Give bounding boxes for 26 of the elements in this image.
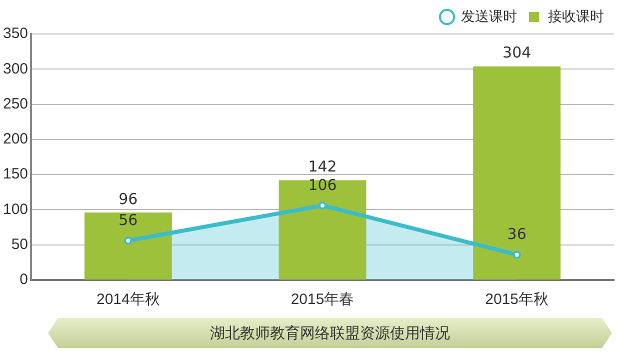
y-tick-label: 250 [2, 95, 28, 112]
legend-label: 接收课时 [548, 8, 604, 24]
y-tick-label: 100 [2, 200, 28, 218]
bar [278, 180, 366, 280]
y-tick-label: 350 [2, 25, 28, 42]
y-tick-label: 0 [20, 271, 28, 288]
data-label: 36 [507, 225, 526, 244]
data-label: 96 [118, 190, 138, 208]
y-tick-label: 150 [2, 166, 28, 183]
data-label: 304 [502, 44, 532, 62]
data-label: 56 [118, 211, 138, 230]
text: 湖北教师教育网络联盟资源使用情况 [48, 318, 612, 348]
point [318, 201, 327, 210]
x-tick-label: 2015年春 [290, 291, 354, 308]
point [512, 250, 521, 259]
data-label: 142 [308, 158, 337, 176]
y-tick-label: 50 [11, 236, 28, 253]
x-tick-label: 2015年秋 [485, 291, 549, 308]
bar [473, 66, 561, 280]
data-label: 106 [308, 176, 337, 194]
y-tick-label: 200 [2, 130, 28, 148]
legend-label: 发送课时 [461, 8, 517, 24]
y-tick-label: 300 [2, 60, 28, 78]
x-tick-label: 2014年秋 [96, 291, 160, 308]
bar [84, 212, 172, 280]
point [124, 236, 132, 245]
